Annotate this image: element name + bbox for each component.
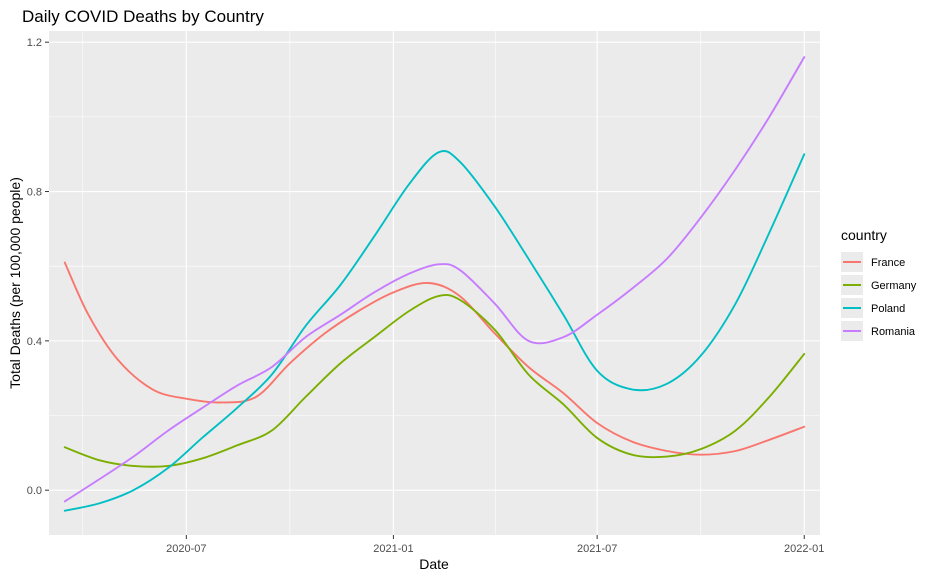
- series-line-romania: [63, 56, 806, 503]
- legend-label-germany: Germany: [871, 280, 917, 292]
- series-line-france: [63, 261, 806, 456]
- x-tick-label: 2022-01: [784, 543, 824, 555]
- y-axis-title: Total Deaths (per 100,000 people): [7, 177, 23, 389]
- x-tick-label: 2021-07: [577, 543, 617, 555]
- series-line-germany: [63, 294, 806, 468]
- y-axis-ticks: 0.0 0.4 0.8 1.2: [27, 37, 49, 497]
- y-tick-label: 0.8: [27, 187, 42, 199]
- y-tick-label: 1.2: [27, 37, 42, 49]
- legend-title: country: [841, 227, 887, 243]
- legend-label-poland: Poland: [871, 303, 905, 315]
- legend-label-france: France: [871, 257, 905, 269]
- legend-label-romania: Romania: [871, 326, 916, 338]
- y-tick-label: 0.4: [27, 336, 42, 348]
- legend: country France Germany Poland Romania: [841, 227, 917, 341]
- major-gridlines: [49, 31, 820, 535]
- x-axis-ticks: 2020-07 2021-01 2021-07 2022-01: [166, 535, 824, 555]
- series-lines: [63, 56, 806, 512]
- chart-title: Daily COVID Deaths by Country: [22, 7, 264, 26]
- legend-items: France Germany Poland Romania: [841, 252, 917, 341]
- x-axis-title: Date: [419, 556, 449, 572]
- y-tick-label: 0.0: [27, 485, 42, 497]
- minor-gridlines: [49, 31, 820, 535]
- x-tick-label: 2021-01: [373, 543, 413, 555]
- x-tick-label: 2020-07: [166, 543, 206, 555]
- series-line-poland: [63, 150, 806, 512]
